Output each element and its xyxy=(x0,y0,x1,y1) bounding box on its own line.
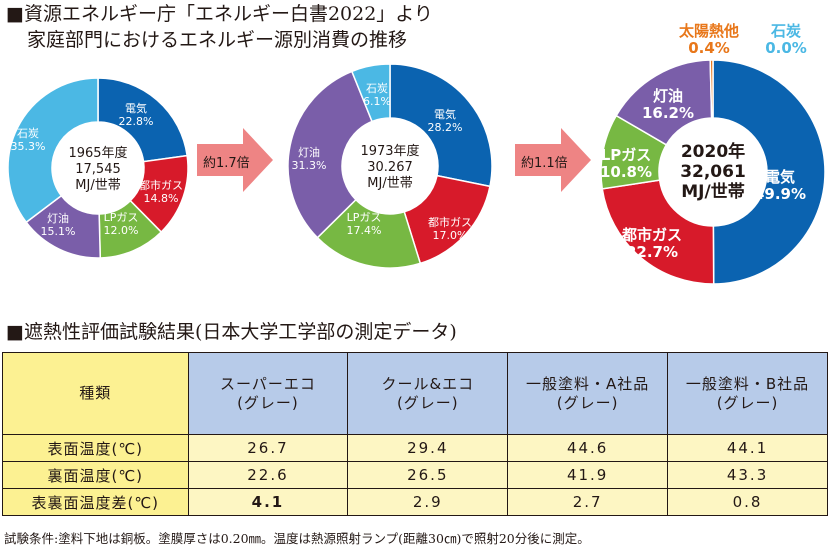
table-row: 表裏面温度差(℃) 4.1 2.9 2.7 0.8 xyxy=(2,488,828,516)
donut-slice-石炭 xyxy=(350,63,391,123)
donut-slice-都市ガス xyxy=(601,179,715,285)
donut-center-label: MJ/世帯 xyxy=(367,176,412,191)
donut-slice-石炭 xyxy=(7,77,99,224)
slice-label: 都市ガス xyxy=(139,178,183,192)
column-header: 一般塗料・A社品 (グレー) xyxy=(507,352,669,435)
table-title: ■遮熱性評価試験結果(日本大学工学部の測定データ) xyxy=(6,321,457,343)
test-conditions-note: 試験条件:塗料下地は銅板。塗膜厚さは0.20㎜。温度は熱源照射ランプ(距離30㎝… xyxy=(4,531,590,546)
row-label: 表裏面温度差(℃) xyxy=(2,488,189,516)
slice-label: 石炭 xyxy=(770,22,801,40)
donut-slice-太陽熱他 xyxy=(709,59,714,119)
donut-center-label: 17,545 xyxy=(75,162,121,177)
table-row: 表面温度(℃) 26.7 29.4 44.6 44.1 xyxy=(2,434,828,462)
donut-center-label: 1973年度 xyxy=(360,143,419,159)
table-header-row: 種類 スーパーエコ (グレー) クール&エコ (グレー) 一般塗料・A社品 (グレー)… xyxy=(2,352,828,435)
donut-center-label: MJ/世帯 xyxy=(75,178,120,193)
results-table: 種類 スーパーエコ (グレー) クール&エコ (グレー) 一般塗料・A社品 (グレー)… xyxy=(2,352,828,516)
table-cell: 43.3 xyxy=(667,461,828,489)
kind-header: 種類 xyxy=(2,352,189,435)
slice-value: 49.9% xyxy=(754,185,806,203)
slice-label: 石炭 xyxy=(366,82,388,95)
slice-value: 22.8% xyxy=(119,115,154,128)
slice-label: 電気 xyxy=(434,107,456,121)
table-cell: 4.1 xyxy=(187,488,349,516)
donut-slice-電気 xyxy=(712,59,826,285)
column-header-color: (グレー) xyxy=(556,393,619,412)
slice-value: 16.2% xyxy=(642,104,694,122)
slice-label: LPガス xyxy=(601,146,652,164)
table-cell: 26.7 xyxy=(187,434,349,462)
slice-value: 6.1% xyxy=(363,95,391,108)
row-label: 表面温度(℃) xyxy=(2,434,189,462)
slice-value: 12.0% xyxy=(104,224,139,237)
slice-label: 灯油 xyxy=(653,87,683,105)
donut-charts: 1965年度17,545MJ/世帯電気22.8%都市ガス14.8%LPガス12.… xyxy=(7,22,826,285)
table-cell: 29.4 xyxy=(347,434,509,462)
column-header-color: (グレー) xyxy=(716,393,779,412)
table-cell: 41.9 xyxy=(507,461,669,489)
arrow-2 xyxy=(515,128,591,192)
slice-label: 電気 xyxy=(125,101,147,115)
slice-label: 石炭 xyxy=(17,127,39,140)
slice-value: 17.4% xyxy=(347,224,382,237)
slice-value: 28.2% xyxy=(428,121,463,134)
table-cell: 26.5 xyxy=(347,461,509,489)
infographic-subtitle: 家庭部門におけるエネルギー源別消費の推移 xyxy=(27,29,408,51)
column-header-name: 一般塗料・B社品 xyxy=(685,374,810,393)
column-header-name: クール&エコ xyxy=(381,374,475,393)
arrow-1 xyxy=(197,128,273,192)
column-header: 一般塗料・B社品 (グレー) xyxy=(667,352,828,435)
slice-label: 灯油 xyxy=(47,211,69,225)
slice-value: 10.8% xyxy=(600,163,652,181)
slice-label: 都市ガス xyxy=(621,226,682,244)
slice-value: 17.0% xyxy=(433,229,468,242)
column-header-name: 一般塗料・A社品 xyxy=(526,374,650,393)
column-header-name: スーパーエコ xyxy=(220,374,316,393)
column-header-color: (グレー) xyxy=(237,393,299,412)
donut-center-label: 2020年 xyxy=(681,141,745,162)
arrow-2-label: 約1.1倍 xyxy=(521,156,568,171)
column-header: スーパーエコ (グレー) xyxy=(187,352,349,435)
slice-value: 35.3% xyxy=(11,140,46,153)
slice-label: 電気 xyxy=(765,168,795,186)
slice-value: 0.4% xyxy=(688,39,730,57)
table-cell: 44.1 xyxy=(667,434,828,462)
slice-value: 15.1% xyxy=(41,225,76,238)
table-cell: 44.6 xyxy=(507,434,669,462)
slice-label: LPガス xyxy=(347,211,382,224)
donut-center-label: 32,061 xyxy=(680,162,746,182)
table-cell: 2.9 xyxy=(347,488,509,516)
table-cell: 0.8 xyxy=(667,488,828,516)
slice-value: 31.3% xyxy=(292,159,327,172)
slice-label: LPガス xyxy=(104,211,139,224)
column-header-color: (グレー) xyxy=(396,393,459,412)
donut-center-label: MJ/世帯 xyxy=(681,181,744,202)
donut-slice-灯油 xyxy=(287,70,374,239)
table-cell: 22.6 xyxy=(187,461,349,489)
arrow-1-label: 約1.7倍 xyxy=(203,156,250,171)
slice-value: 22.7% xyxy=(626,243,678,261)
slice-label: 灯油 xyxy=(298,145,320,159)
slice-value: 0.0% xyxy=(765,39,807,57)
slice-label: 都市ガス xyxy=(428,215,472,229)
donut-slice-電気 xyxy=(389,63,493,188)
donut-center-label: 1965年度 xyxy=(68,145,127,161)
row-label: 裏面温度(℃) xyxy=(2,461,189,489)
column-header: クール&エコ (グレー) xyxy=(347,352,509,435)
donut-slice-電気 xyxy=(97,77,188,163)
infographic-title: ■資源エネルギー庁「エネルギー白書2022」より xyxy=(6,3,433,25)
donut-center-label: 30.267 xyxy=(367,160,413,175)
slice-value: 14.8% xyxy=(144,192,179,205)
table-cell: 2.7 xyxy=(507,488,669,516)
slice-label: 太陽熱他 xyxy=(679,22,739,40)
table-row: 裏面温度(℃) 22.6 26.5 41.9 43.3 xyxy=(2,461,828,489)
